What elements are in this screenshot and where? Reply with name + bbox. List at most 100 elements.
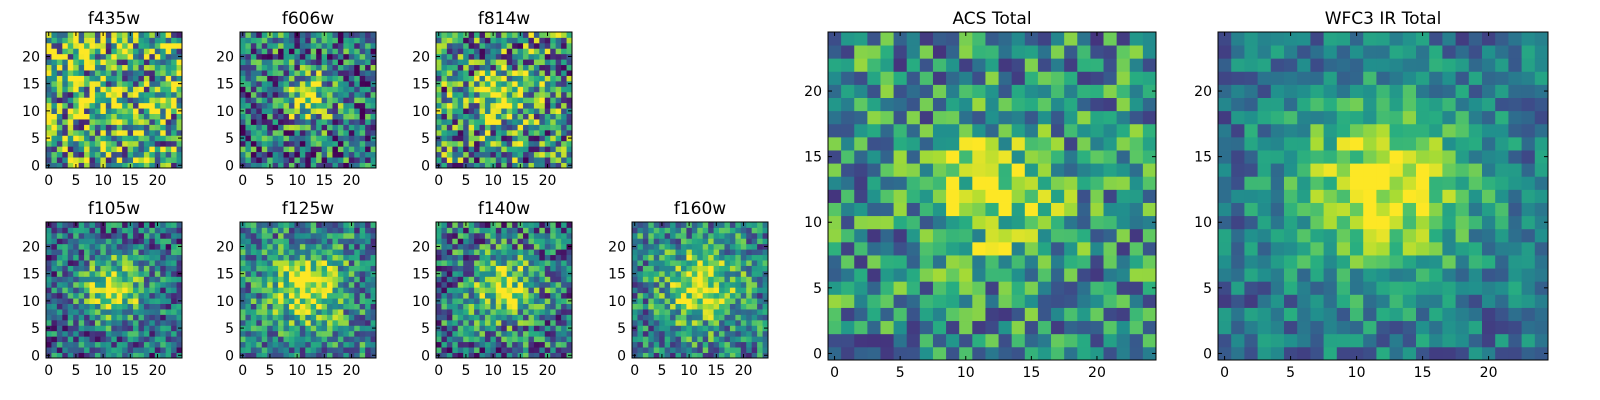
heatmap-cell bbox=[436, 265, 442, 272]
heatmap-cell bbox=[919, 255, 934, 269]
heatmap-cell bbox=[111, 227, 118, 234]
heatmap-cell bbox=[67, 75, 74, 82]
heatmap-cell bbox=[305, 243, 312, 250]
heatmap-cell bbox=[127, 298, 134, 304]
heatmap-cell bbox=[659, 243, 666, 250]
heatmap-cell bbox=[89, 42, 96, 49]
heatmap-cell bbox=[105, 151, 112, 158]
heatmap-cell bbox=[245, 249, 252, 256]
heatmap-cell bbox=[278, 162, 284, 169]
heatmap-cell bbox=[73, 260, 80, 266]
heatmap-cell bbox=[299, 243, 306, 250]
heatmap-cell bbox=[533, 330, 540, 337]
heatmap-cell bbox=[735, 232, 742, 239]
heatmap-cell bbox=[828, 333, 842, 348]
x-tick-label: 0 bbox=[630, 363, 639, 379]
heatmap-cell bbox=[321, 238, 328, 245]
heatmap-cell bbox=[359, 151, 366, 158]
y-tick-label: 15 bbox=[216, 267, 234, 283]
heatmap-cell bbox=[946, 333, 960, 348]
heatmap-cell bbox=[550, 281, 557, 288]
heatmap-cell bbox=[122, 303, 128, 310]
heatmap-cell bbox=[648, 281, 655, 288]
heatmap-cell bbox=[670, 352, 676, 359]
heatmap-cell bbox=[932, 255, 947, 269]
heatmap-cell bbox=[84, 227, 90, 234]
heatmap-cell bbox=[1142, 333, 1157, 348]
heatmap-cell bbox=[165, 140, 172, 147]
heatmap-cell bbox=[348, 249, 355, 256]
heatmap-cell bbox=[463, 336, 470, 343]
heatmap-cell bbox=[160, 222, 167, 228]
heatmap-cell bbox=[305, 281, 312, 288]
heatmap-cell bbox=[143, 292, 150, 299]
heatmap-cell bbox=[539, 347, 546, 353]
heatmap-cell bbox=[288, 336, 295, 343]
heatmap-cell bbox=[122, 232, 128, 239]
heatmap-cell bbox=[278, 140, 284, 147]
heatmap-cell bbox=[165, 292, 172, 299]
heatmap-cell bbox=[533, 113, 540, 120]
heatmap-cell bbox=[256, 91, 263, 98]
heatmap-cell bbox=[484, 238, 491, 245]
heatmap-cell bbox=[133, 108, 139, 114]
heatmap-cell bbox=[998, 268, 1013, 282]
heatmap-cell bbox=[299, 227, 306, 234]
heatmap-cell bbox=[171, 336, 177, 343]
heatmap-cell bbox=[327, 124, 333, 131]
heatmap-cell bbox=[550, 238, 557, 245]
heatmap-cell bbox=[288, 238, 295, 245]
heatmap-cell bbox=[359, 140, 366, 147]
heatmap-cell bbox=[517, 75, 524, 82]
heatmap-cell bbox=[133, 124, 139, 131]
heatmap-cell bbox=[637, 254, 644, 261]
heatmap-cell bbox=[735, 260, 742, 266]
heatmap-cell bbox=[250, 119, 257, 125]
heatmap-cell bbox=[659, 292, 666, 299]
heatmap-cell bbox=[267, 59, 274, 66]
heatmap-cell bbox=[653, 303, 660, 310]
heatmap-cell bbox=[906, 163, 921, 177]
heatmap-cell bbox=[294, 249, 301, 256]
heatmap-cell bbox=[84, 86, 90, 93]
heatmap-cell bbox=[484, 32, 491, 38]
heatmap-cell bbox=[506, 129, 513, 136]
heatmap-cell bbox=[51, 91, 58, 98]
heatmap-cell bbox=[1142, 281, 1157, 295]
heatmap-cell bbox=[272, 80, 279, 87]
heatmap-cell bbox=[484, 119, 491, 125]
heatmap-cell bbox=[1116, 202, 1131, 217]
heatmap-cell bbox=[484, 227, 491, 234]
heatmap-cell bbox=[550, 243, 557, 250]
heatmap-cell bbox=[523, 157, 529, 163]
heatmap-cell bbox=[1037, 294, 1052, 308]
heatmap-cell bbox=[78, 303, 85, 310]
heatmap-cell bbox=[446, 238, 453, 245]
heatmap-cell bbox=[78, 91, 85, 98]
heatmap-cell bbox=[648, 232, 655, 239]
heatmap-cell bbox=[138, 140, 145, 147]
heatmap-cell bbox=[294, 124, 301, 131]
heatmap-cell bbox=[490, 151, 497, 158]
heatmap-cell bbox=[1103, 202, 1118, 217]
heatmap-cell bbox=[354, 227, 361, 234]
heatmap-cell bbox=[84, 157, 90, 163]
heatmap-cell bbox=[46, 37, 52, 44]
heatmap-cell bbox=[359, 80, 366, 87]
heatmap-cell bbox=[762, 319, 769, 326]
heatmap-cell bbox=[691, 281, 698, 288]
heatmap-cell bbox=[719, 341, 725, 348]
heatmap-cell bbox=[457, 119, 464, 125]
x-tick-label: 15 bbox=[511, 173, 529, 189]
heatmap-cell bbox=[127, 303, 134, 310]
heatmap-cell bbox=[316, 352, 322, 359]
heatmap-cell bbox=[105, 162, 112, 169]
heatmap-cell bbox=[528, 42, 535, 49]
heatmap-cell bbox=[299, 59, 306, 66]
heatmap-cell bbox=[165, 135, 172, 142]
heatmap-cell bbox=[713, 347, 720, 353]
heatmap-cell bbox=[105, 281, 112, 288]
heatmap-cell bbox=[94, 42, 101, 49]
heatmap-cell bbox=[321, 265, 328, 272]
heatmap-cell bbox=[729, 254, 736, 261]
